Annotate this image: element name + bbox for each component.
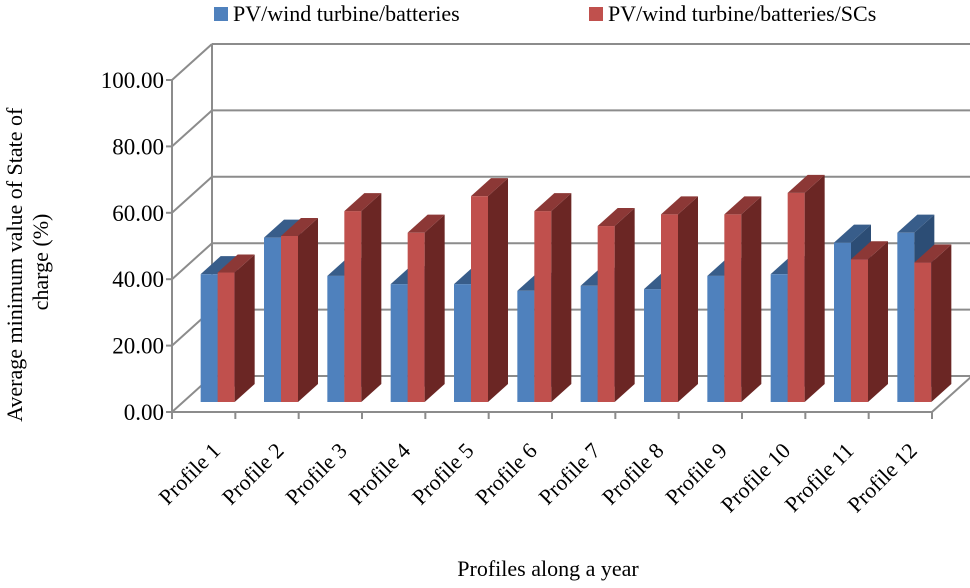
bar-pv-wind-batteries-scs-face <box>914 262 932 402</box>
bar-pv-wind-batteries-scs-top <box>914 244 952 263</box>
bar-pv-wind-batteries-scs-top <box>661 196 698 215</box>
bar-pv-wind-batteries-scs-top <box>344 193 382 212</box>
bar-pv-wind-batteries-scs-face <box>724 214 742 402</box>
bar-pv-wind-batteries-scs-face <box>597 226 615 402</box>
x-tick-label: Profile 8 <box>597 438 669 510</box>
bar-pv-wind-batteries-scs-side <box>361 193 382 402</box>
bar-pv-wind-batteries-scs-face <box>281 236 298 402</box>
bar-pv-wind-batteries-scs-top <box>724 196 762 215</box>
bar-pv-wind-batteries-scs <box>787 174 825 402</box>
x-tick-label: Profile 12 <box>842 438 921 517</box>
legend-label: PV/wind turbine/batteries <box>233 1 460 26</box>
y-tick-label: 20.00 <box>112 334 164 359</box>
bar-pv-wind-batteries-scs <box>407 214 445 402</box>
bar-pv-wind-batteries-face <box>770 274 788 402</box>
x-axis-title: Profiles along a year <box>457 556 639 581</box>
legend-label: PV/wind turbine/batteries/SCs <box>608 1 876 26</box>
bar-pv-wind-batteries-face <box>834 242 851 402</box>
bar-pv-wind-batteries-scs-top <box>471 178 508 197</box>
bar-pv-wind-batteries-scs-side <box>804 174 825 402</box>
bar-pv-wind-batteries-scs-face <box>534 211 552 402</box>
y-tick-label: 60.00 <box>112 201 164 226</box>
bar-pv-wind-batteries-scs <box>344 193 382 402</box>
x-tick-label: Profile 10 <box>716 438 795 517</box>
bar-pv-wind-batteries-scs-side <box>614 208 635 402</box>
bar-pv-wind-batteries-scs-face <box>661 214 678 402</box>
gridline-diagonal <box>171 43 213 81</box>
y-tick-label: 40.00 <box>112 267 164 292</box>
y-tick-label: 100.00 <box>101 68 164 93</box>
bar-pv-wind-batteries-scs <box>597 208 635 402</box>
y-axis-title: Average minimum value of State of charge… <box>2 102 53 422</box>
bar-pv-wind-batteries-face <box>580 285 598 402</box>
bar-pv-wind-batteries-top <box>200 256 238 275</box>
bar-pv-wind-batteries-scs <box>534 193 572 402</box>
bar-pv-wind-batteries-scs-face <box>217 272 235 402</box>
bar-pv-wind-batteries-scs-side <box>424 214 445 402</box>
bar-pv-wind-batteries-top <box>897 214 935 233</box>
y-axis-title-line-2: charge (%) <box>28 214 53 311</box>
bar-pv-wind-batteries-scs-side <box>551 193 572 402</box>
chart-bars <box>200 174 952 402</box>
bar-pv-wind-batteries-scs-top <box>217 254 255 273</box>
bar-pv-wind-batteries-scs-side <box>678 196 698 402</box>
bar-pv-wind-batteries-face <box>327 275 345 402</box>
bar-pv-wind-batteries-face <box>644 289 661 402</box>
bar-pv-wind-batteries-scs-side <box>868 241 888 402</box>
bar-pv-wind-batteries-top <box>264 219 301 238</box>
bar-pv-wind-batteries-scs <box>661 196 698 402</box>
bar-pv-wind-batteries-face <box>517 290 535 402</box>
gridline-diagonal <box>171 242 213 280</box>
x-tick-label: Profile 2 <box>217 438 289 510</box>
x-tick-label: Profile 7 <box>534 438 606 510</box>
y-axis-title-line-1: Average minimum value of State of <box>2 107 27 422</box>
bar-pv-wind-batteries-scs-side <box>741 196 762 402</box>
bar-pv-wind-batteries-scs <box>471 178 508 402</box>
x-tick-label: Profile 6 <box>470 438 542 510</box>
bar-pv-wind-batteries-face <box>264 237 281 402</box>
y-tick-label: 0.00 <box>124 400 164 425</box>
gridline-diagonal <box>171 109 213 148</box>
bar-pv-wind-batteries-top <box>834 224 871 243</box>
bar-pv-wind-batteries-scs-face <box>787 192 805 402</box>
y-tick-label: 80.00 <box>112 134 164 159</box>
bar-pv-wind-batteries-scs <box>914 244 952 402</box>
legend-swatch <box>589 7 603 21</box>
x-tick-label: Profile 3 <box>280 438 352 510</box>
bar-pv-wind-batteries-face <box>707 275 725 402</box>
gridline-diagonal <box>171 176 213 214</box>
bar-pv-wind-batteries-face <box>390 284 408 402</box>
bar-pv-wind-batteries-face <box>200 274 218 402</box>
bar-pv-wind-batteries-scs <box>851 241 888 402</box>
bar-pv-wind-batteries-scs-side <box>488 178 508 402</box>
bar-pv-wind-batteries-scs-side <box>298 218 318 402</box>
x-tick-label: Profile 1 <box>154 438 226 510</box>
x-tick-label: Profile 5 <box>407 438 479 510</box>
bar-pv-wind-batteries-scs-side <box>234 254 255 402</box>
bar-pv-wind-batteries-scs-top <box>281 218 318 236</box>
bar-pv-wind-batteries-scs <box>217 254 255 402</box>
bar-pv-wind-batteries-scs-top <box>597 208 635 227</box>
bar-pv-wind-batteries-scs-face <box>851 259 868 402</box>
bar-pv-wind-batteries-scs-side <box>931 244 952 402</box>
bar-pv-wind-batteries-scs-top <box>851 241 888 260</box>
bar-pv-wind-batteries-scs-top <box>787 174 825 193</box>
bar-pv-wind-batteries-face <box>897 232 915 402</box>
bar-pv-wind-batteries-scs-top <box>407 214 445 233</box>
bar-pv-wind-batteries-scs-face <box>407 232 425 402</box>
bar-pv-wind-batteries-scs-face <box>344 211 362 402</box>
bar-pv-wind-batteries-scs-top <box>534 193 572 212</box>
chart-legend: PV/wind turbine/batteries PV/wind turbine… <box>214 1 876 26</box>
bar-pv-wind-batteries-scs-face <box>471 196 488 402</box>
x-tick-label: Profile 4 <box>344 438 416 510</box>
bar-pv-wind-batteries-scs <box>281 218 318 402</box>
bar-pv-wind-batteries-scs <box>724 196 762 402</box>
bar-pv-wind-batteries-face <box>454 284 471 402</box>
legend-swatch <box>214 7 228 21</box>
